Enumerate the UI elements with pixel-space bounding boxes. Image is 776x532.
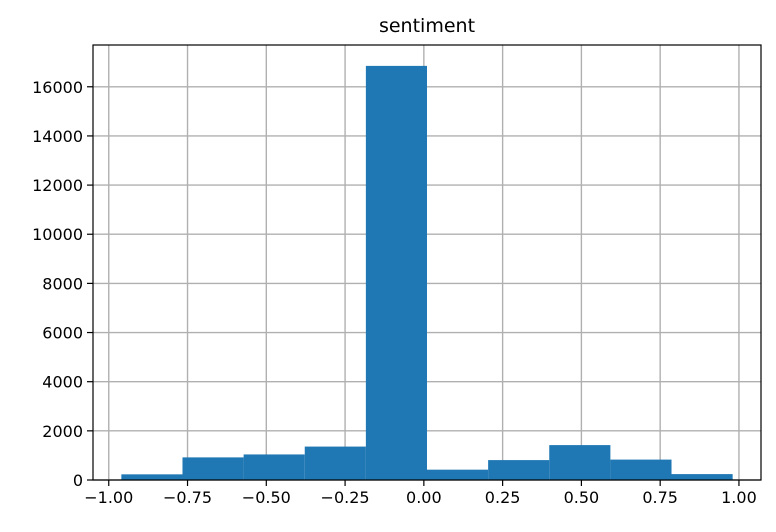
- y-tick-label-8: 16000: [32, 78, 83, 97]
- x-tick-label-4: 0.00: [406, 488, 442, 507]
- histogram-bar-6: [488, 460, 550, 480]
- histogram-bar-0: [121, 474, 183, 480]
- y-tick-label-1: 2000: [42, 422, 83, 441]
- y-tick-label-3: 6000: [42, 324, 83, 343]
- x-tick-label-7: 0.75: [642, 488, 678, 507]
- histogram-bar-1: [182, 457, 244, 480]
- histogram-bar-7: [549, 445, 611, 480]
- x-axis-ticks: −1.00 −0.75 −0.50 −0.25 0.00 0.25 0.50 0.75 1.00: [84, 480, 757, 507]
- x-tick-label-3: −0.25: [321, 488, 370, 507]
- y-tick-label-4: 8000: [42, 274, 83, 293]
- y-axis-ticks: 0 2000 4000 6000 8000 10000 12000 14000 16000: [32, 78, 93, 490]
- x-tick-label-2: −0.50: [242, 488, 291, 507]
- histogram-bars: [121, 65, 733, 480]
- x-tick-label-0: −1.00: [84, 488, 133, 507]
- y-tick-label-5: 10000: [32, 225, 83, 244]
- plot-frame: [92, 44, 762, 481]
- histogram-bar-9: [671, 474, 733, 480]
- y-tick-label-7: 14000: [32, 127, 83, 146]
- chart-title: sentiment: [379, 15, 475, 37]
- y-tick-label-2: 4000: [42, 373, 83, 392]
- histogram-bar-5: [427, 469, 489, 480]
- histogram-bar-2: [243, 454, 305, 480]
- histogram-bar-8: [610, 459, 672, 480]
- x-tick-label-5: 0.25: [485, 488, 521, 507]
- y-tick-label-0: 0: [73, 471, 83, 490]
- histogram-bar-4: [365, 65, 427, 480]
- y-tick-label-6: 12000: [32, 176, 83, 195]
- x-tick-label-1: −0.75: [163, 488, 212, 507]
- x-tick-label-8: 1.00: [721, 488, 757, 507]
- histogram-bar-3: [304, 446, 366, 480]
- x-tick-label-6: 0.50: [564, 488, 600, 507]
